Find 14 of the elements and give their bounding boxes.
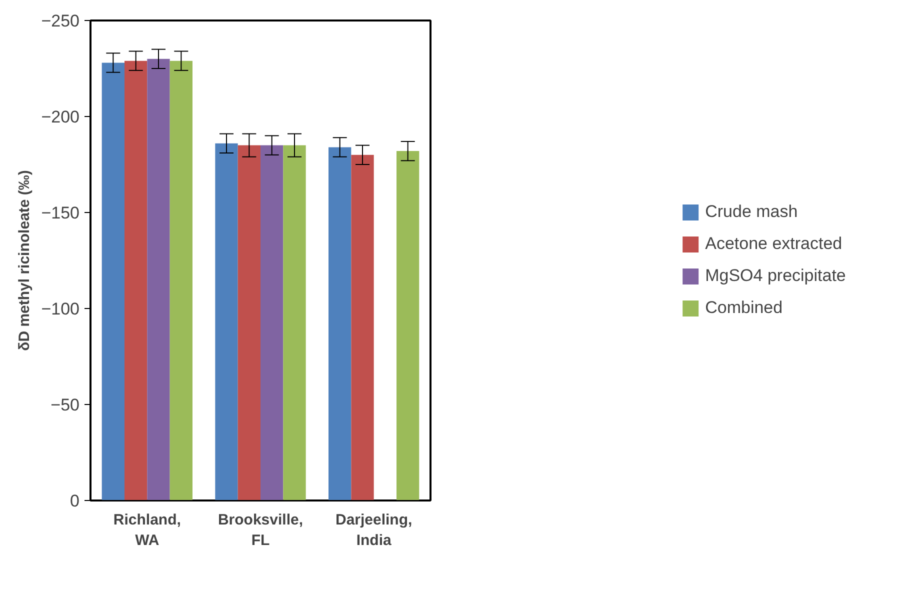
y-tick-label: −50 bbox=[50, 396, 80, 414]
legend-label: MgSO4 precipitate bbox=[705, 266, 846, 286]
x-tick-label: Darjeeling, India bbox=[335, 512, 412, 549]
y-tick-label: −100 bbox=[41, 300, 80, 318]
y-tick-label: 0 bbox=[70, 492, 80, 510]
x-tick-label: Brooksville, FL bbox=[218, 512, 304, 549]
y-tick-label: −250 bbox=[41, 12, 80, 30]
y-axis-title: δD methyl ricinoleate (‰) bbox=[16, 170, 34, 351]
x-tick-label: Richland, WA bbox=[113, 512, 181, 549]
legend-label: Acetone extracted bbox=[705, 234, 842, 254]
y-tick-label: −200 bbox=[41, 108, 80, 126]
y-tick-label: −150 bbox=[41, 204, 80, 222]
legend-label: Combined bbox=[705, 298, 783, 318]
legend-label: Crude mash bbox=[705, 202, 798, 222]
